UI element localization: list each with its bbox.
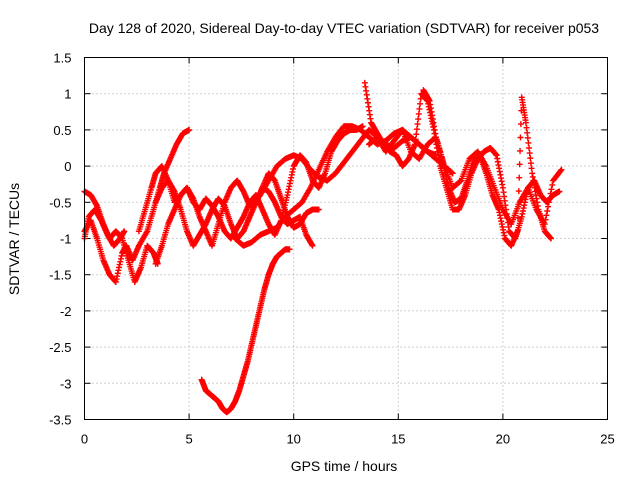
data-point [524,134,531,141]
y-tick-labels: 1.5 1 0.5 0 -0.5 -1 -1.5 -2 -2.5 -3 -3.5 [49,51,71,428]
x-tick-label: 0 [81,432,88,447]
data-point [516,161,523,168]
data-point [121,228,128,235]
data-point [449,170,456,177]
data-point [526,145,533,151]
data-point [543,212,550,219]
data-point [309,242,316,249]
data-point [415,116,422,123]
data-point [413,131,420,138]
data-point [548,235,555,242]
series-track-i [198,246,293,416]
data-point [526,150,533,157]
data-point [416,105,423,112]
data-point [517,121,524,128]
y-tick-label: -1 [60,232,72,247]
data-point [544,207,551,214]
y-tick-label: -2.5 [49,340,71,355]
x-axis-label: GPS time / hours [291,458,398,474]
data-point [548,186,555,193]
x-tick-label: 25 [600,432,614,447]
data-point [413,126,420,133]
plot-frame [84,57,608,420]
data-point [542,216,549,223]
y-axis-label: SDTVAR / TECUs [6,183,22,295]
data-point [412,136,419,143]
data-point [525,139,532,146]
data-point [514,214,521,221]
data-points [81,79,565,416]
y-tick-label: 1 [64,87,71,102]
data-point [359,123,366,130]
data-point [516,174,523,181]
data-point [417,100,424,107]
data-point [517,147,524,154]
data-point [522,119,529,126]
series-track-l [420,87,555,249]
data-point [515,188,522,195]
data-point [527,160,534,167]
data-point [545,203,552,210]
chart-title: Day 128 of 2020, Sidereal Day-to-day VTE… [89,20,599,36]
x-tick-label: 10 [286,432,300,447]
data-point [515,201,522,208]
data-point [517,134,524,141]
data-point [514,228,521,235]
data-point [524,129,531,136]
data-point [528,165,535,172]
y-tick-label: -2 [60,304,72,319]
series-track-a [81,126,193,285]
series-track-j [361,79,563,242]
data-point [558,166,565,173]
data-point [556,188,563,195]
y-tick-label: -0.5 [49,195,71,210]
y-tick-label: -1.5 [49,268,71,283]
x-tick-label: 15 [391,432,405,447]
y-tick-label: 1.5 [53,51,71,66]
data-point [547,190,554,197]
x-tick-label: 20 [496,432,510,447]
data-point [448,169,455,176]
data-point [545,199,552,206]
data-point [523,124,530,131]
data-point [414,121,421,128]
y-tick-label: -3 [60,376,72,391]
y-tick-label: 0.5 [53,123,71,138]
data-point [186,126,193,133]
data-point [412,141,419,148]
data-point [415,110,422,117]
x-tick-label: 5 [185,432,192,447]
series-track-c [81,206,128,249]
data-point [286,246,293,253]
data-point [546,194,553,201]
series-track-k [366,126,565,228]
data-point [557,167,564,174]
data-point [315,206,322,213]
x-tick-labels: 0 5 10 15 20 25 [81,432,615,447]
y-tick-label: 0 [64,159,71,174]
data-point [549,181,556,188]
y-tick-label: -3.5 [49,413,71,428]
data-point [527,155,534,162]
